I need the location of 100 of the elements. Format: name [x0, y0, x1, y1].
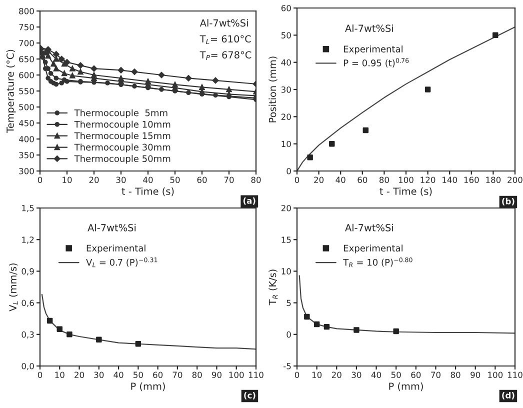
x-tick-label: 20: [314, 176, 324, 184]
y-tick-label: 800: [19, 8, 34, 14]
y-tick-label: 500: [19, 104, 34, 110]
legend-label: P = 0.95 (t)$^{0.76}$: [344, 58, 409, 68]
y-axis-title: Temperature (°C): [6, 50, 16, 133]
y-tick-label: 20: [281, 204, 291, 212]
annotation: Al-7wt%Si: [200, 19, 248, 27]
y-tick-label: 10: [282, 268, 291, 274]
y-axis-title: V$_{L}$ (mm/s): [9, 263, 18, 312]
x-tick-label: 90: [470, 372, 480, 378]
y-tick-label: 450: [18, 120, 34, 126]
y-tick-label: 30: [281, 86, 291, 93]
y-tick-label: 0,3: [22, 331, 34, 339]
y-tick-label: 10: [282, 140, 291, 148]
x-axis-title: P (mm): [131, 382, 165, 392]
x-tick-label: 200: [508, 176, 522, 184]
y-tick-label: 1,2: [22, 236, 34, 244]
text: (b): [502, 198, 514, 206]
legend-label: Experimental: [344, 244, 402, 254]
text: (c): [244, 392, 256, 400]
x-tick-label: 70: [172, 372, 182, 378]
x-tick-label: 40: [371, 372, 382, 378]
x-tick-label: 80: [192, 372, 202, 378]
y-axis-title: T$_{R}$ (K/s): [268, 270, 278, 306]
x-tick-label: 30: [116, 176, 126, 184]
y-tick-label: -5: [284, 363, 291, 370]
legend-label: Experimental: [86, 244, 146, 254]
annotation: Al-7wt%Si: [88, 224, 136, 232]
y-tick-label: 1,5: [22, 205, 34, 212]
x-tick-label: 160: [464, 176, 479, 184]
legend-label: V$_{L}$ = 0.7 (P)$^{−0.31}$: [86, 257, 158, 268]
x-tick-label: 50: [134, 372, 143, 378]
x-tick-label: 40: [143, 176, 153, 184]
x-tick-label: 0: [294, 176, 300, 184]
y-axis-title: Position (mm): [268, 56, 278, 122]
annotation: Al-7wt%Si: [345, 24, 393, 32]
y-tick-label: 15: [282, 236, 291, 243]
legend-label: Thermocouple 50mm: [74, 155, 170, 164]
x-tick-label: 110: [248, 372, 264, 378]
x-tick-label: 110: [508, 372, 522, 378]
legend-label: Thermocouple 15mm: [74, 132, 170, 141]
y-tick-label: 60: [281, 4, 291, 12]
x-tick-label: 90: [212, 372, 222, 378]
y-tick-label: 350: [19, 152, 34, 158]
annotation: T$_{P}$= 678°C: [200, 51, 252, 60]
x-tick-label: 10: [312, 372, 322, 378]
x-axis-title: t - Time (s): [122, 187, 174, 196]
x-tick-label: 180: [486, 176, 501, 184]
x-tick-label: 60: [358, 176, 368, 184]
x-tick-label: 0: [38, 176, 42, 184]
y-tick-label: 650: [19, 56, 34, 62]
x-tick-label: 80: [450, 372, 460, 378]
legend-label: Experimental: [344, 45, 402, 54]
x-tick-label: 70: [431, 372, 440, 378]
x-tick-label: 50: [391, 372, 401, 378]
y-tick-label: 20: [281, 114, 291, 120]
x-tick-label: 40: [114, 372, 124, 378]
legend-label: Thermocouple 5mm: [74, 109, 168, 118]
x-tick-label: 30: [352, 372, 362, 378]
x-tick-label: 20: [89, 176, 99, 184]
y-tick-label: 0: [286, 168, 291, 174]
x-tick-label: 0: [38, 372, 42, 378]
x-tick-label: 60: [153, 372, 163, 378]
x-tick-label: 60: [411, 372, 421, 378]
x-tick-label: 60: [197, 176, 207, 184]
y-tick-label: 400: [18, 136, 34, 142]
y-tick-label: 5: [286, 300, 291, 306]
x-tick-label: 50: [170, 176, 180, 184]
x-tick-label: 70: [224, 176, 234, 184]
text: (d): [502, 392, 514, 400]
y-tick-label: 600: [19, 72, 34, 78]
legend-label: T$_{R}$ = 10 (P)$^{−0.80}$: [343, 257, 412, 268]
x-tick-label: 80: [251, 176, 261, 184]
y-tick-label: 0,9: [22, 268, 34, 276]
y-tick-label: 750: [19, 24, 34, 30]
text: (a): [243, 197, 256, 205]
y-tick-label: 0,6: [22, 300, 34, 307]
x-tick-label: 0: [294, 372, 300, 378]
x-tick-label: 100: [229, 372, 244, 378]
legend-label: Thermocouple 10mm: [74, 120, 170, 130]
x-tick-label: 30: [94, 372, 104, 378]
x-tick-label: 40: [336, 176, 346, 184]
x-tick-label: 80: [379, 176, 389, 184]
y-tick-label: 700: [19, 40, 34, 46]
x-axis-title: t - Time (s): [380, 187, 432, 196]
x-tick-label: 140: [442, 176, 457, 184]
annotation: Al-7wt%Si: [345, 224, 393, 232]
x-tick-label: 100: [398, 176, 414, 184]
x-tick-label: 120: [420, 176, 436, 184]
y-tick-label: 0: [286, 331, 291, 338]
y-tick-label: 40: [281, 59, 291, 66]
x-tick-label: 20: [74, 372, 84, 378]
x-tick-label: 100: [488, 372, 503, 378]
y-tick-label: 550: [19, 88, 34, 94]
annotation: T$_{L}$= 610°C: [200, 35, 251, 44]
x-tick-label: 10: [55, 372, 64, 378]
y-tick-label: 0,0: [22, 362, 34, 370]
y-tick-label: 50: [281, 32, 291, 38]
x-tick-label: 10: [62, 176, 72, 184]
x-tick-label: 20: [332, 372, 342, 378]
